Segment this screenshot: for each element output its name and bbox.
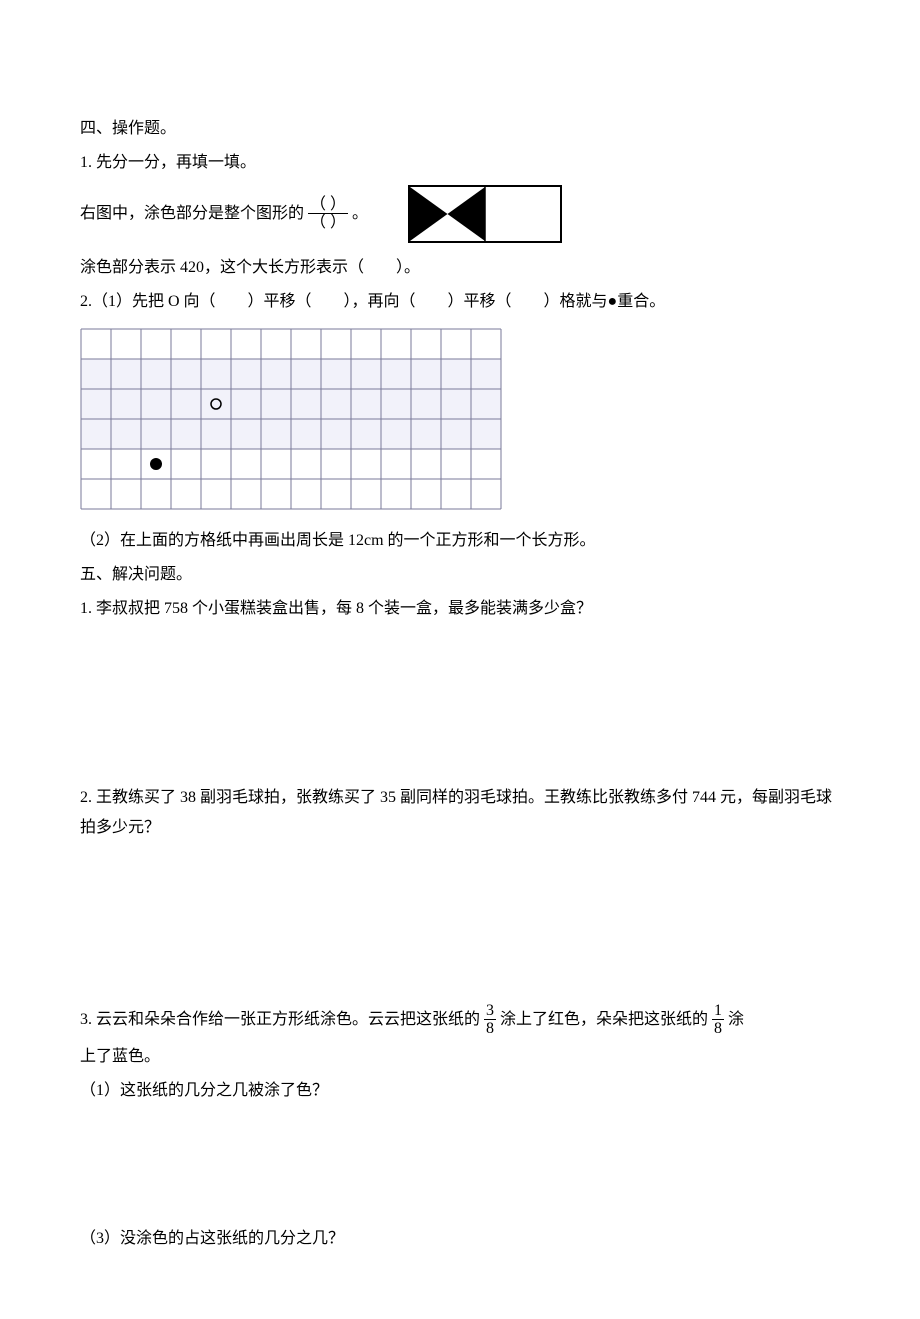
blank-fraction-den: （ ） xyxy=(308,214,348,232)
fraction-1-8-num: 1 xyxy=(712,1002,724,1021)
q5-3-sub1: （1）这张纸的几分之几被涂了色？ xyxy=(80,1076,840,1106)
fraction-3-8: 3 8 xyxy=(484,1002,496,1038)
q5-3-c: 涂 xyxy=(728,1010,744,1027)
q5-3-a: 3. 云云和朵朵合作给一张正方形纸涂色。云云把这张纸的 xyxy=(80,1010,480,1027)
shaded-diagram-svg xyxy=(410,187,560,241)
fraction-3-8-num: 3 xyxy=(484,1002,496,1021)
q5-3: 3. 云云和朵朵合作给一张正方形纸涂色。云云把这张纸的 3 8 涂上了红色，朵朵… xyxy=(80,1002,840,1038)
fraction-3-8-den: 8 xyxy=(484,1020,496,1038)
section4-title: 四、操作题。 xyxy=(80,114,840,144)
section5-title: 五、解决问题。 xyxy=(80,560,840,590)
blank-fraction: （ ） （ ） xyxy=(308,196,348,232)
blank-fraction-num: （ ） xyxy=(308,196,348,215)
grid-paper xyxy=(80,328,840,510)
q4-2-line1: 2.（1）先把 O 向（ ）平移（ ），再向（ ）平移（ ）格就与●重合。 xyxy=(80,287,840,317)
q4-1-text-b: 。 xyxy=(352,204,368,221)
workspace-2 xyxy=(80,848,840,998)
q4-1-line3: 涂色部分表示 420，这个大长方形表示（ ）。 xyxy=(80,253,840,283)
q4-1-text-a: 右图中，涂色部分是整个图形的 xyxy=(80,204,304,221)
q4-1-row: 右图中，涂色部分是整个图形的 （ ） （ ） 。 xyxy=(80,185,840,243)
q4-1-line1: 1. 先分一分，再填一填。 xyxy=(80,148,840,178)
q5-1: 1. 李叔叔把 758 个小蛋糕装盒出售，每 8 个装一盒，最多能装满多少盒？ xyxy=(80,594,840,624)
q5-3-b: 涂上了红色，朵朵把这张纸的 xyxy=(500,1010,708,1027)
q4-1-text: 右图中，涂色部分是整个图形的 （ ） （ ） 。 xyxy=(80,196,368,232)
q5-3-line2: 上了蓝色。 xyxy=(80,1042,840,1072)
fraction-1-8: 1 8 xyxy=(712,1002,724,1038)
q4-2-line2: （2）在上面的方格纸中再画出周长是 12cm 的一个正方形和一个长方形。 xyxy=(80,526,840,556)
fraction-1-8-den: 8 xyxy=(712,1020,724,1038)
workspace-1 xyxy=(80,629,840,779)
workspace-3 xyxy=(80,1110,840,1220)
q5-3-sub2: （3）没涂色的占这张纸的几分之几？ xyxy=(80,1224,840,1254)
q5-2: 2. 王教练买了 38 副羽毛球拍，张教练买了 35 副同样的羽毛球拍。王教练比… xyxy=(80,783,840,844)
grid-svg xyxy=(80,328,502,510)
shaded-diagram xyxy=(408,185,562,243)
